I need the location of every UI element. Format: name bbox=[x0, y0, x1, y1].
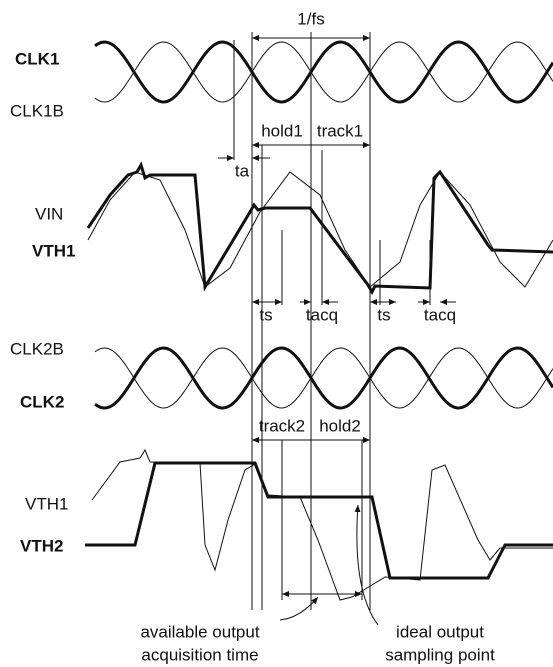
signal-label: VTH1 bbox=[32, 241, 75, 260]
annotation: ts bbox=[377, 305, 390, 324]
annotation: acquisition time bbox=[141, 645, 258, 664]
clk1b-wave bbox=[94, 41, 553, 103]
signal-label: CLK2 bbox=[20, 392, 64, 411]
annotation: hold1 bbox=[261, 121, 303, 140]
annotation: ta bbox=[235, 161, 250, 180]
annotation: tacq bbox=[424, 305, 456, 324]
waveforms bbox=[85, 40, 553, 601]
clk1-wave bbox=[94, 40, 553, 104]
signal-label: VTH1 bbox=[25, 494, 68, 513]
signal-label: CLK1 bbox=[15, 49, 59, 68]
vth1-wave bbox=[86, 161, 553, 296]
vin-wave bbox=[87, 171, 553, 288]
signal-label: VIN bbox=[35, 204, 63, 223]
annotation: hold2 bbox=[319, 416, 361, 435]
annotation: sampling point bbox=[385, 645, 495, 664]
annotation: track2 bbox=[259, 416, 305, 435]
annotation: tacq bbox=[306, 305, 338, 324]
annotation: 1/fs bbox=[297, 9, 324, 28]
clk2b-wave bbox=[94, 347, 553, 409]
annotation: track1 bbox=[317, 121, 363, 140]
signal-label: CLK1B bbox=[10, 101, 64, 120]
signal-label: VTH2 bbox=[20, 536, 63, 555]
annotation: available output bbox=[140, 622, 259, 641]
clk2-wave bbox=[94, 346, 553, 410]
signal-label: CLK2B bbox=[10, 339, 64, 358]
vth2-wave bbox=[85, 461, 553, 580]
annotation: ideal output bbox=[396, 622, 484, 641]
guides bbox=[218, 32, 456, 626]
annotation: ts bbox=[259, 305, 272, 324]
